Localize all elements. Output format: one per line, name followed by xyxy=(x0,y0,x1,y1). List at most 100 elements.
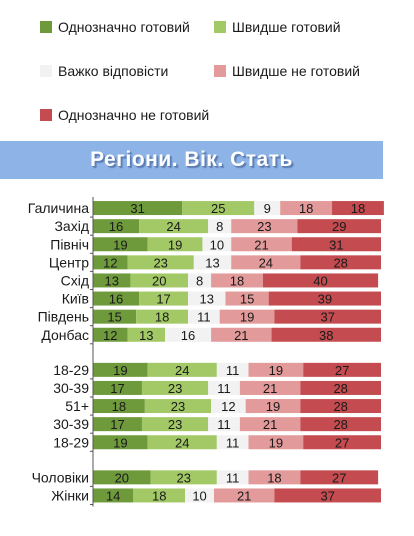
legend-swatch-hard-to-say xyxy=(40,65,52,77)
segment-definitely-not-ready xyxy=(300,255,381,270)
category-label: 18-29 xyxy=(53,362,89,378)
segment-definitely-ready xyxy=(93,470,151,485)
data-label: 21 xyxy=(237,488,251,503)
data-label: 18 xyxy=(230,273,244,288)
legend-swatch-definitely-ready xyxy=(40,21,52,33)
segment-definitely-ready xyxy=(93,237,148,252)
segment-rather-not-ready xyxy=(239,417,301,432)
segment-rather-not-ready xyxy=(245,399,301,414)
data-label: 24 xyxy=(166,219,180,234)
segment-definitely-not-ready xyxy=(268,291,381,306)
segment-definitely-ready xyxy=(93,417,142,432)
data-label: 19 xyxy=(269,363,283,378)
data-label: 12 xyxy=(103,328,117,343)
segment-definitely-ready xyxy=(93,255,128,270)
segment-definitely-ready xyxy=(93,399,145,414)
data-label: 31 xyxy=(329,237,343,252)
data-label: 11 xyxy=(226,363,240,378)
legend-item-hard-to-say: Важко відповісти xyxy=(40,63,168,79)
data-label: 8 xyxy=(196,273,203,288)
segment-definitely-not-ready xyxy=(274,309,381,324)
segment-hard-to-say xyxy=(193,255,232,270)
segment-definitely-not-ready xyxy=(300,380,381,395)
data-label: 19 xyxy=(269,435,283,450)
legend-swatch-definitely-not-ready xyxy=(40,109,52,121)
data-label: 20 xyxy=(152,273,166,288)
segment-definitely-ready xyxy=(93,362,148,377)
category-label: 30-39 xyxy=(53,380,89,396)
data-label: 18 xyxy=(112,399,126,414)
data-label: 17 xyxy=(110,417,124,432)
data-label: 29 xyxy=(332,219,346,234)
segment-definitely-not-ready xyxy=(300,417,381,432)
segment-rather-ready xyxy=(144,399,212,414)
category-label: 30-39 xyxy=(53,416,89,432)
segment-rather-ready xyxy=(139,219,209,234)
data-label: 23 xyxy=(171,399,185,414)
segment-rather-ready xyxy=(136,309,189,324)
data-label: 10 xyxy=(192,488,206,503)
legend-item-definitely-not-ready: Однозначно не готовий xyxy=(40,107,209,123)
segment-hard-to-say xyxy=(208,219,232,234)
data-label: 21 xyxy=(263,381,277,396)
legend-label: Однозначно не готовий xyxy=(58,107,210,123)
segment-rather-ready xyxy=(130,273,189,288)
section-banner: Регіони. Вік. Стать xyxy=(0,141,383,179)
data-label: 8 xyxy=(216,219,223,234)
segment-definitely-not-ready xyxy=(303,362,381,377)
legend-label: Важко відповісти xyxy=(58,63,169,79)
segment-hard-to-say xyxy=(216,435,249,450)
data-label: 19 xyxy=(168,237,182,252)
segment-rather-not-ready xyxy=(231,219,298,234)
segment-definitely-not-ready xyxy=(300,470,379,485)
data-label: 16 xyxy=(109,292,123,307)
category-label: Київ xyxy=(62,291,89,307)
segment-definitely-not-ready xyxy=(297,219,381,234)
segment-rather-ready xyxy=(141,417,209,432)
segment-rather-not-ready xyxy=(211,327,272,342)
segment-definitely-ready xyxy=(93,435,148,450)
data-label: 9 xyxy=(264,201,271,216)
segment-rather-ready xyxy=(141,380,209,395)
data-label: 13 xyxy=(205,255,219,270)
segment-hard-to-say xyxy=(188,273,212,288)
legend-item-rather-not-ready: Швидше не готовий xyxy=(214,63,360,79)
segment-rather-not-ready xyxy=(231,255,301,270)
category-label: 18-29 xyxy=(53,434,89,450)
data-label: 25 xyxy=(211,201,225,216)
legend-swatch-rather-not-ready xyxy=(214,65,226,77)
data-label: 23 xyxy=(168,381,182,396)
data-label: 11 xyxy=(217,417,231,432)
legend-label: Однозначно готовий xyxy=(58,19,190,35)
segment-hard-to-say xyxy=(188,291,226,306)
data-label: 20 xyxy=(115,470,129,485)
segment-definitely-not-ready xyxy=(271,327,381,342)
legend: Однозначно готовий Швидше готовий Важко … xyxy=(0,0,414,140)
data-label: 13 xyxy=(139,328,153,343)
data-label: 18 xyxy=(152,488,166,503)
segment-rather-ready xyxy=(147,435,217,450)
segment-hard-to-say xyxy=(208,417,240,432)
segment-rather-not-ready xyxy=(239,380,301,395)
category-label: Донбас xyxy=(41,327,89,343)
category-label: Галичина xyxy=(28,200,89,216)
data-label: 12 xyxy=(221,399,235,414)
data-label: 19 xyxy=(240,310,254,325)
segment-definitely-not-ready xyxy=(332,201,384,216)
data-label: 17 xyxy=(156,292,170,307)
data-label: 18 xyxy=(299,201,313,216)
data-label: 12 xyxy=(103,255,117,270)
data-label: 11 xyxy=(226,470,240,485)
data-label: 10 xyxy=(210,237,224,252)
segment-rather-not-ready xyxy=(248,470,301,485)
data-label: 11 xyxy=(226,435,240,450)
data-label: 24 xyxy=(175,363,189,378)
data-label: 18 xyxy=(267,470,281,485)
segment-definitely-not-ready xyxy=(300,399,381,414)
segment-definitely-ready xyxy=(93,309,137,324)
segment-rather-ready xyxy=(182,201,255,216)
data-label: 37 xyxy=(320,488,334,503)
category-label: Захід xyxy=(54,218,89,234)
data-label: 19 xyxy=(113,237,127,252)
segment-definitely-not-ready xyxy=(262,273,379,288)
